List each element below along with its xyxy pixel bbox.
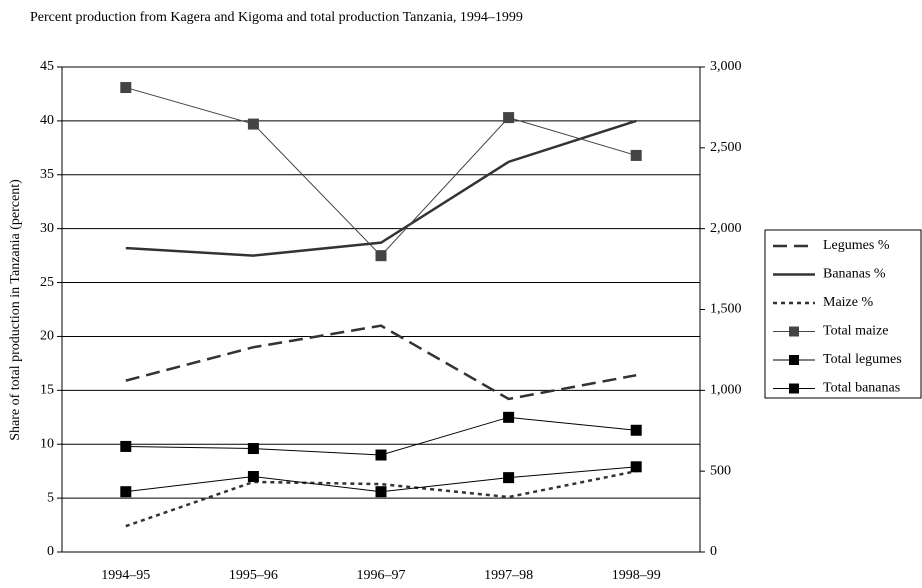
x-tick-label: 1998–99 [612,568,661,583]
x-tick-label: 1995–96 [229,568,278,583]
legend-label: Maize % [823,295,873,310]
x-tick-label: 1994–95 [101,568,150,583]
y2-tick-label: 2,000 [710,221,742,236]
series-line [125,119,637,257]
marker [247,443,259,455]
y-axis-title: Share of total production in Tanzania (p… [8,179,23,441]
legend-marker [789,355,799,365]
y2-tick-label: 3,000 [710,59,742,74]
y-tick-label: 0 [47,544,54,559]
legend-label: Legumes % [823,238,890,253]
legend-label: Total legumes [823,352,902,367]
marker [247,118,259,130]
y-tick-label: 35 [40,167,54,182]
legend-box [764,229,922,399]
y-tick-label: 5 [47,490,54,505]
legend-marker [789,326,799,337]
marker [503,112,515,124]
legend-label: Bananas % [823,267,886,282]
x-tick-label: 1996–97 [357,568,406,583]
y2-tick-label: 1,000 [710,383,742,398]
marker [503,472,515,484]
marker [630,149,642,161]
x-tick-label: 1997–98 [484,568,533,583]
y-tick-label: 25 [40,275,54,290]
marker [375,250,387,262]
marker [375,449,387,461]
marker [503,411,515,423]
y-tick-label: 15 [40,383,54,398]
series-line [125,416,637,456]
marker [630,424,642,436]
legend-marker [789,383,799,394]
chart-title: Percent production from Kagera and Kigom… [30,10,523,25]
legend-label: Total bananas [823,381,900,396]
y-tick-label: 30 [40,221,54,236]
y-tick-label: 20 [40,329,54,344]
y2-tick-label: 2,500 [710,140,742,155]
y-tick-label: 45 [40,59,54,74]
marker [120,440,132,452]
y-tick-label: 40 [40,113,54,128]
y2-tick-label: 500 [710,463,731,478]
y-tick-label: 10 [40,436,54,451]
series-line [125,324,637,401]
marker [630,461,642,473]
marker [120,82,132,94]
marker [375,486,387,498]
legend-label: Total maize [823,324,889,339]
series-line [125,469,637,528]
series-line [125,87,637,257]
marker [247,471,259,483]
marker [120,486,132,498]
y2-tick-label: 0 [710,544,717,559]
y2-tick-label: 1,500 [710,302,742,317]
